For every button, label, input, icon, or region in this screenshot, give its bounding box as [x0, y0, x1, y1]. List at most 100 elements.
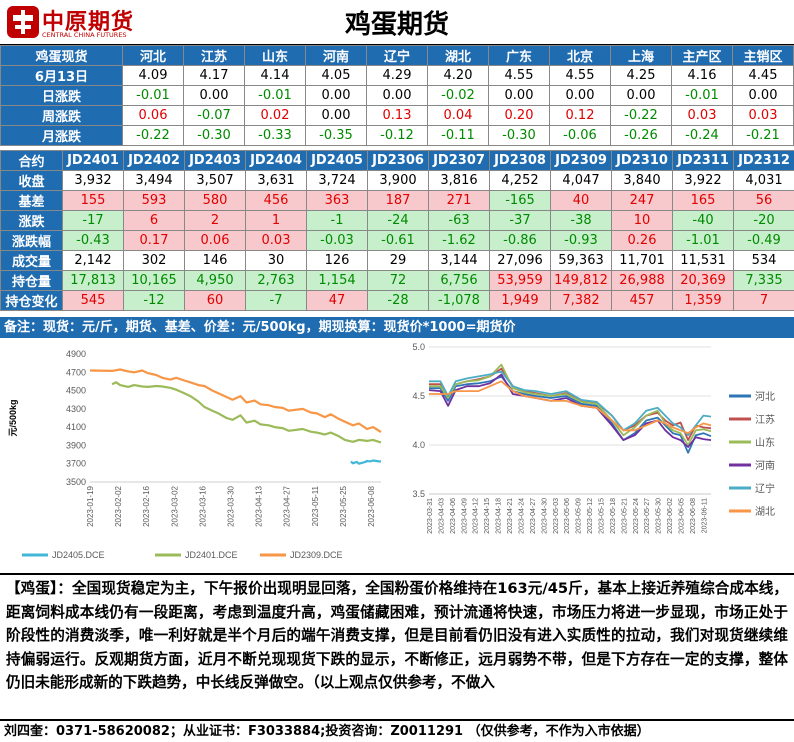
logo-chinese-text: 中原期货 — [42, 10, 135, 35]
futures-cell: 10 — [611, 210, 673, 231]
spot-cell: 4.14 — [244, 65, 306, 86]
spot-cell: -0.35 — [305, 125, 367, 146]
futures-cell: 0.17 — [123, 230, 185, 251]
spot-price-chart: 3.5 4.0 4.5 5.0 2023-03-31 2023-04-03 2023-04-… — [412, 342, 775, 534]
futures-cell: 7,382 — [550, 290, 612, 311]
row-label: 收盘 — [0, 170, 63, 191]
futures-cell: 47 — [306, 290, 368, 311]
legend-label: JD2405.DCE — [52, 550, 105, 560]
x-tick-label: 2023-04-06 — [450, 498, 457, 534]
futures-table: 合约 JD2401 JD2402 JD2403 JD2404 JD2405 JD2306 JD… — [0, 150, 794, 311]
futures-cell: 0.06 — [184, 230, 246, 251]
futures-cell: 363 — [306, 190, 368, 211]
futures-cell: 580 — [184, 190, 246, 211]
x-tick-label: 2023-06-11 — [701, 498, 708, 533]
futures-cell: 1,154 — [306, 270, 368, 291]
futures-cell: -63 — [428, 210, 490, 231]
futures-cell: -38 — [550, 210, 612, 231]
contract-header: JD2307 — [428, 150, 490, 171]
futures-cell: 0.03 — [245, 230, 307, 251]
spot-cell: -0.06 — [549, 125, 611, 146]
region-header: 主销区 — [732, 45, 794, 66]
futures-cell: 60 — [184, 290, 246, 311]
futures-cell: 20,369 — [672, 270, 734, 291]
spot-cell: -0.30 — [488, 125, 550, 146]
region-header: 主产区 — [671, 45, 733, 66]
spot-cell: 4.55 — [549, 65, 611, 86]
region-header: 北京 — [549, 45, 611, 66]
row-label: 持仓量 — [0, 270, 63, 291]
spot-cell: 0.04 — [427, 105, 489, 126]
futures-cell: -0.49 — [733, 230, 794, 251]
spot-cell: 0.00 — [549, 85, 611, 106]
x-tick-label: 2023-04-30 — [541, 498, 548, 534]
futures-cell: -0.03 — [306, 230, 368, 251]
futures-cell: 30 — [245, 250, 307, 271]
x-tick-label: 2023-04-27 — [530, 498, 537, 534]
x-tick-label: 2023-05-06 — [564, 498, 571, 534]
futures-cell: 3,724 — [306, 170, 368, 191]
futures-cell: 593 — [123, 190, 185, 211]
futures-cell: 126 — [306, 250, 368, 271]
futures-cell: 2,763 — [245, 270, 307, 291]
spot-cell: 0.03 — [671, 105, 733, 126]
x-tick-label: 2023-04-13 — [255, 485, 264, 526]
spot-cell: 0.12 — [549, 105, 611, 126]
report-header: 中原期货 CENTRAL CHINA FUTURES 鸡蛋期货 — [0, 0, 794, 46]
futures-cell: 1 — [245, 210, 307, 231]
spot-price-table: 鸡蛋现货 河北 江苏 山东 河南 辽宁 湖北 广东 北京 上海 主产区 主销区 6月13日 4.09 4.1… — [0, 45, 794, 146]
analyst-contact-footer: 刘四奎：0371-58620082；从业证书：F3033884;投资咨询：Z00… — [0, 719, 794, 742]
contract-header: JD2306 — [367, 150, 429, 171]
row-label: 基差 — [0, 190, 63, 211]
spot-cell: -0.22 — [610, 105, 672, 126]
x-tick-label: 2023-04-18 — [496, 498, 503, 534]
y-tick-label: 3500 — [66, 477, 86, 487]
x-tick-label: 2023-06-08 — [690, 498, 697, 534]
x-tick-label: 2023-05-27 — [644, 498, 651, 534]
series-line — [429, 380, 712, 435]
x-tick-label: 2023-06-05 — [679, 498, 686, 534]
futures-cell: 3,494 — [123, 170, 185, 191]
futures-cell: 3,816 — [428, 170, 490, 191]
futures-cell: 40 — [550, 190, 612, 211]
series-line — [428, 373, 712, 448]
row-label: 涨跌幅 — [0, 230, 63, 251]
futures-cell: 3,840 — [611, 170, 673, 191]
spot-row: 6月13日 4.09 4.17 4.14 4.05 4.29 4.20 4.55 4.55 4.2… — [0, 65, 794, 86]
market-analysis-text: 【鸡蛋】：全国现货稳定为主，下午报价出现明显回落，全国粉蛋价格维持在163元/4… — [0, 573, 794, 719]
spot-cell: 4.25 — [610, 65, 672, 86]
spot-cell: 4.55 — [488, 65, 550, 86]
futures-cell: 4,031 — [733, 170, 794, 191]
legend-label: JD2401.DCE — [185, 550, 238, 560]
futures-cell: -20 — [733, 210, 794, 231]
x-tick-label: 2023-03-31 — [427, 498, 434, 534]
x-tick-label: 2023-03-30 — [226, 485, 235, 526]
x-tick-label: 2023-05-11 — [311, 485, 320, 526]
futures-row: 涨跌 -17 6 2 1 -1 -24 -63 -37 -38 10 -40 -20 — [0, 210, 794, 231]
spot-cell: -0.01 — [122, 85, 184, 106]
spot-cell: 0.00 — [610, 85, 672, 106]
x-tick-label: 2023-05-30 — [656, 498, 663, 534]
spot-cell: -0.24 — [671, 125, 733, 146]
x-tick-label: 2023-04-03 — [438, 498, 445, 534]
spot-cell: 0.00 — [305, 105, 367, 126]
row-label: 周涨跌 — [0, 105, 123, 126]
contract-header: JD2405 — [306, 150, 368, 171]
row-label: 日涨跌 — [0, 85, 123, 106]
futures-cell: 3,507 — [184, 170, 246, 191]
futures-cell: 1,949 — [489, 290, 551, 311]
futures-cell: 4,950 — [184, 270, 246, 291]
y-tick-label: 4.5 — [412, 391, 425, 401]
series-line — [429, 375, 712, 454]
spot-cell: 0.02 — [244, 105, 306, 126]
spot-cell: 0.13 — [366, 105, 428, 126]
x-tick-label: 2023-05-18 — [610, 498, 617, 534]
futures-cell: 6,756 — [428, 270, 490, 291]
y-tick-label: 4500 — [66, 386, 86, 396]
x-tick-label: 2023-01-19 — [86, 485, 95, 526]
futures-cell: -0.43 — [62, 230, 124, 251]
x-tick-label: 2023-05-24 — [633, 498, 640, 534]
futures-cell: 3,922 — [672, 170, 734, 191]
futures-cell: 534 — [733, 250, 794, 271]
